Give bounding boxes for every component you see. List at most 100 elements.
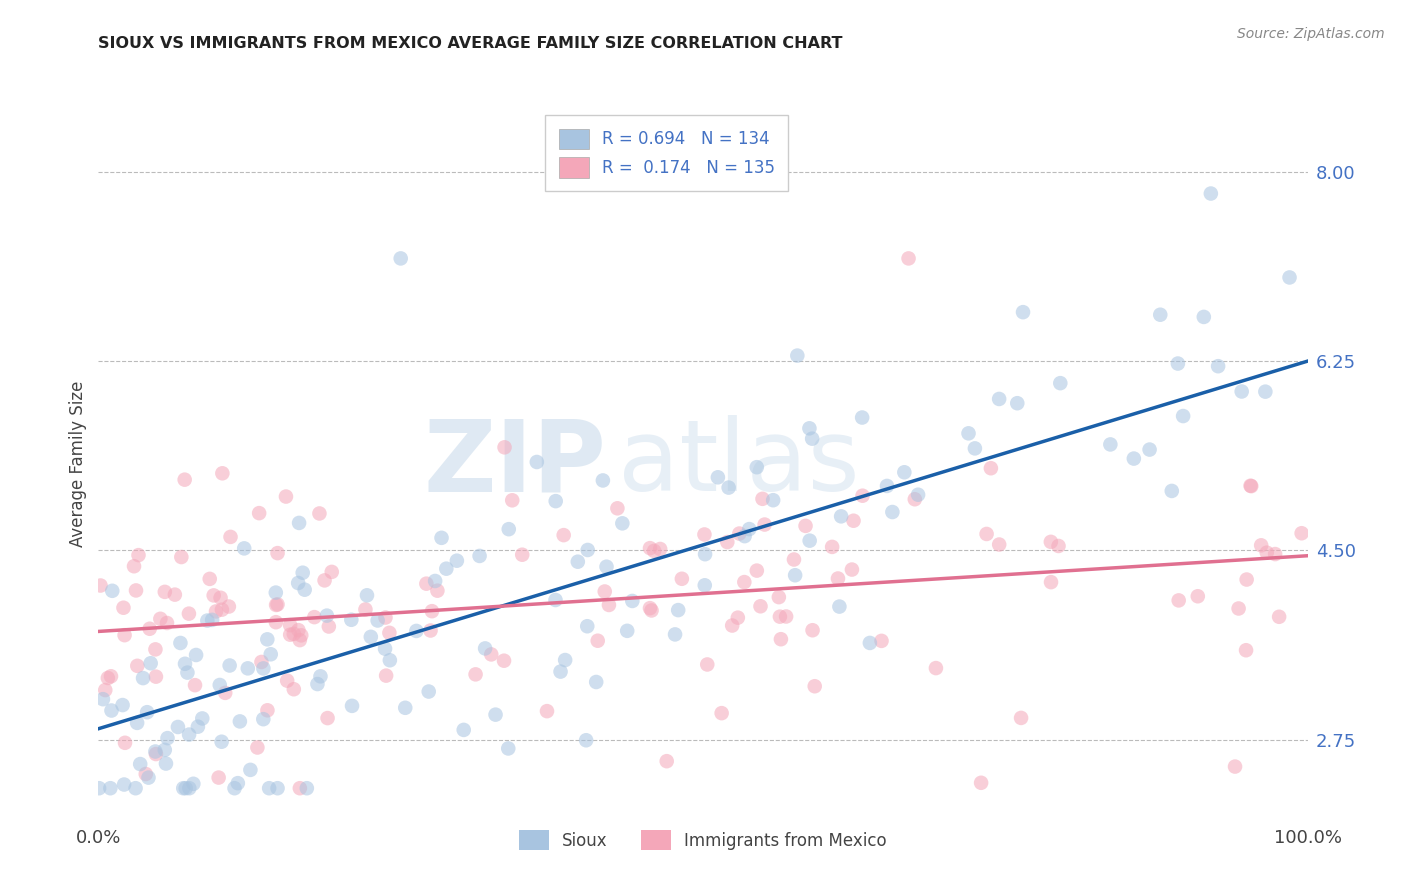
Point: [156, 731, 179, 745]
Point: [1234, 643, 1257, 657]
Point: [464, 667, 486, 681]
Point: [291, 566, 314, 580]
Point: [576, 619, 599, 633]
Point: [87, 781, 110, 796]
Point: [423, 574, 446, 588]
Point: [252, 661, 274, 675]
Point: [276, 673, 298, 688]
Point: [762, 493, 785, 508]
Point: [526, 455, 548, 469]
Point: [378, 625, 401, 640]
Point: [728, 526, 751, 541]
Point: [606, 501, 628, 516]
Point: [717, 481, 740, 495]
Point: [316, 711, 339, 725]
Point: [501, 493, 523, 508]
Point: [266, 781, 288, 796]
Point: [666, 603, 689, 617]
Point: [340, 613, 363, 627]
Point: [1122, 451, 1144, 466]
Point: [595, 559, 617, 574]
Point: [585, 675, 607, 690]
Point: [145, 642, 167, 657]
Point: [256, 632, 278, 647]
Point: [127, 658, 149, 673]
Point: [124, 781, 146, 796]
Point: [219, 530, 242, 544]
Point: [453, 723, 475, 737]
Point: [851, 410, 873, 425]
Point: [174, 781, 197, 796]
Point: [841, 563, 863, 577]
Point: [184, 678, 207, 692]
Point: [191, 711, 214, 725]
Point: [970, 776, 993, 790]
Point: [710, 706, 733, 720]
Point: [733, 575, 755, 590]
Point: [897, 252, 920, 266]
Point: [278, 628, 301, 642]
Point: [468, 549, 491, 563]
Point: [494, 440, 516, 454]
Point: [727, 610, 749, 624]
Legend: Sioux, Immigrants from Mexico: Sioux, Immigrants from Mexico: [510, 822, 896, 859]
Point: [135, 767, 157, 781]
Point: [754, 517, 776, 532]
Point: [1139, 442, 1161, 457]
Point: [907, 488, 929, 502]
Point: [1254, 384, 1277, 399]
Point: [233, 541, 256, 556]
Point: [1039, 534, 1062, 549]
Point: [288, 781, 311, 796]
Point: [256, 703, 278, 717]
Point: [360, 630, 382, 644]
Point: [295, 781, 318, 796]
Point: [876, 479, 898, 493]
Point: [226, 776, 249, 790]
Point: [304, 610, 326, 624]
Point: [957, 426, 980, 441]
Point: [236, 661, 259, 675]
Point: [904, 492, 927, 507]
Point: [111, 698, 134, 712]
Point: [100, 704, 122, 718]
Point: [246, 740, 269, 755]
Point: [496, 741, 519, 756]
Point: [1012, 305, 1035, 319]
Point: [1160, 483, 1182, 498]
Text: ZIP: ZIP: [423, 416, 606, 512]
Point: [536, 704, 558, 718]
Point: [367, 614, 389, 628]
Point: [1227, 601, 1250, 615]
Point: [156, 615, 179, 630]
Point: [394, 700, 416, 714]
Point: [1240, 479, 1263, 493]
Point: [988, 392, 1011, 406]
Point: [612, 516, 634, 531]
Point: [218, 658, 240, 673]
Point: [544, 593, 567, 607]
Point: [851, 489, 873, 503]
Point: [1264, 547, 1286, 561]
Point: [775, 609, 797, 624]
Point: [405, 624, 427, 638]
Point: [593, 584, 616, 599]
Point: [314, 574, 336, 588]
Point: [208, 678, 231, 692]
Point: [828, 599, 851, 614]
Point: [354, 602, 377, 616]
Point: [734, 529, 756, 543]
Point: [693, 547, 716, 561]
Point: [163, 588, 186, 602]
Point: [1099, 437, 1122, 451]
Point: [643, 544, 665, 558]
Point: [112, 600, 135, 615]
Point: [283, 682, 305, 697]
Point: [145, 670, 167, 684]
Point: [484, 707, 506, 722]
Point: [260, 647, 283, 661]
Point: [218, 599, 240, 614]
Point: [553, 528, 575, 542]
Point: [205, 604, 228, 618]
Point: [112, 778, 135, 792]
